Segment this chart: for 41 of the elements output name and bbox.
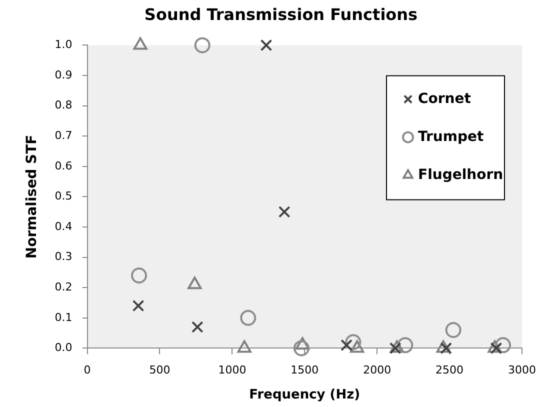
x-tick-label: 1500 (290, 364, 319, 377)
y-tick-label: 0.3 (54, 250, 72, 264)
y-axis-title: Normalised STF (24, 134, 40, 259)
point (345, 334, 362, 350)
legend-label: Trumpet (418, 128, 484, 145)
point (132, 300, 144, 312)
point (490, 342, 502, 354)
x-tick-label: 1000 (218, 364, 246, 377)
point (440, 342, 452, 354)
point (188, 276, 202, 290)
y-tick-label: 0.4 (54, 220, 72, 233)
y-tick-label: 0.5 (54, 190, 72, 203)
chart-title: Sound Transmission Functions (144, 4, 418, 24)
x-tick-label: 0 (84, 364, 91, 377)
point (389, 342, 402, 354)
y-tick-label: 0.1 (54, 310, 72, 324)
y-tick-label: 0.6 (54, 159, 72, 172)
point (191, 321, 204, 333)
y-tick-label: 0.9 (54, 68, 72, 82)
x-tick-label: 2500 (436, 364, 464, 377)
legend-label: Flugelhorn (418, 166, 504, 183)
point (194, 37, 210, 54)
point (397, 337, 414, 354)
y-tick-label: 0.0 (54, 341, 72, 354)
point (131, 267, 148, 284)
x-tick-label: 500 (149, 364, 170, 377)
y-tick-label: 1.0 (54, 38, 72, 52)
y-tick-label: 0.2 (54, 280, 72, 294)
point (260, 39, 272, 52)
point (240, 310, 256, 326)
point (340, 339, 352, 352)
x-axis-title: Frequency (Hz) (249, 388, 360, 403)
x-tick-label: 2000 (363, 364, 392, 377)
point (278, 206, 290, 218)
legend-label: Cornet (418, 90, 472, 107)
y-tick-label: 0.8 (54, 98, 72, 112)
point (445, 322, 462, 338)
point (293, 340, 310, 356)
y-tick-label: 0.7 (54, 128, 72, 142)
point (495, 337, 512, 354)
x-tick-label: 3000 (508, 364, 536, 377)
